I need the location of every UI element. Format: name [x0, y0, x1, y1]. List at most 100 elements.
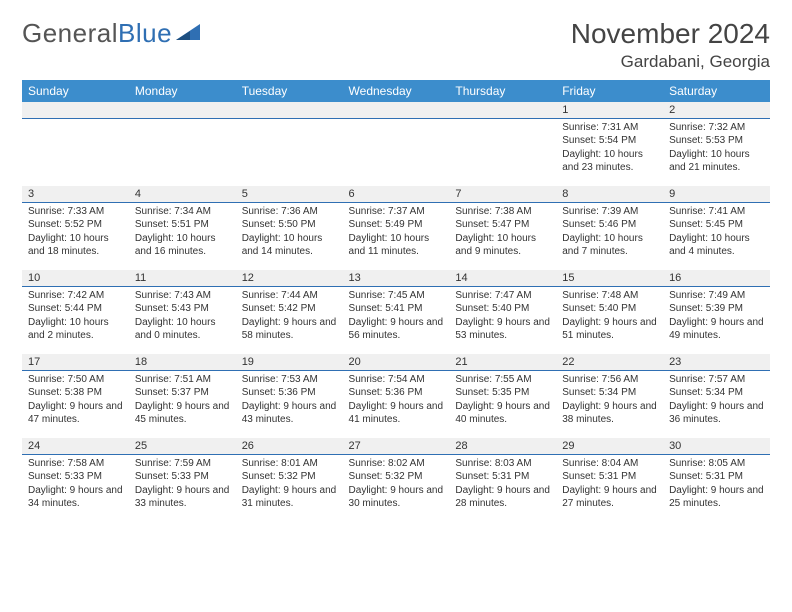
sunset-text: Sunset: 5:36 PM — [349, 386, 444, 400]
sunset-text: Sunset: 5:33 PM — [135, 470, 230, 484]
day-number — [236, 102, 343, 118]
day-cell: Sunrise: 7:56 AMSunset: 5:34 PMDaylight:… — [556, 370, 663, 438]
sunset-text: Sunset: 5:31 PM — [455, 470, 550, 484]
day-number — [343, 102, 450, 118]
location: Gardabani, Georgia — [571, 52, 770, 72]
sunset-text: Sunset: 5:46 PM — [562, 218, 657, 232]
day-number: 24 — [22, 438, 129, 454]
sunset-text: Sunset: 5:42 PM — [242, 302, 337, 316]
day-number: 21 — [449, 354, 556, 370]
sunset-text: Sunset: 5:49 PM — [349, 218, 444, 232]
daylight-text: Daylight: 9 hours and 33 minutes. — [135, 484, 230, 511]
sunset-text: Sunset: 5:31 PM — [562, 470, 657, 484]
sunrise-text: Sunrise: 7:59 AM — [135, 457, 230, 471]
day-number: 30 — [663, 438, 770, 454]
daylight-text: Daylight: 9 hours and 56 minutes. — [349, 316, 444, 343]
sunrise-text: Sunrise: 7:57 AM — [669, 373, 764, 387]
sunset-text: Sunset: 5:35 PM — [455, 386, 550, 400]
sunrise-text: Sunrise: 8:05 AM — [669, 457, 764, 471]
sunrise-text: Sunrise: 7:50 AM — [28, 373, 123, 387]
sunrise-text: Sunrise: 7:36 AM — [242, 205, 337, 219]
day-cell: Sunrise: 7:32 AMSunset: 5:53 PMDaylight:… — [663, 118, 770, 186]
sunset-text: Sunset: 5:40 PM — [562, 302, 657, 316]
day-number: 23 — [663, 354, 770, 370]
sunset-text: Sunset: 5:45 PM — [669, 218, 764, 232]
day-number: 1 — [556, 102, 663, 118]
day-cell: Sunrise: 7:48 AMSunset: 5:40 PMDaylight:… — [556, 286, 663, 354]
sunrise-text: Sunrise: 7:44 AM — [242, 289, 337, 303]
sunrise-text: Sunrise: 8:03 AM — [455, 457, 550, 471]
sunset-text: Sunset: 5:32 PM — [242, 470, 337, 484]
daylight-text: Daylight: 9 hours and 47 minutes. — [28, 400, 123, 427]
day-cell: Sunrise: 8:03 AMSunset: 5:31 PMDaylight:… — [449, 454, 556, 522]
day-number: 27 — [343, 438, 450, 454]
day-cell: Sunrise: 7:49 AMSunset: 5:39 PMDaylight:… — [663, 286, 770, 354]
sunrise-text: Sunrise: 7:41 AM — [669, 205, 764, 219]
sunset-text: Sunset: 5:51 PM — [135, 218, 230, 232]
day-number: 4 — [129, 186, 236, 202]
sunset-text: Sunset: 5:37 PM — [135, 386, 230, 400]
day-number: 11 — [129, 270, 236, 286]
content-row: Sunrise: 7:33 AMSunset: 5:52 PMDaylight:… — [22, 202, 770, 270]
daylight-text: Daylight: 9 hours and 51 minutes. — [562, 316, 657, 343]
sunset-text: Sunset: 5:38 PM — [28, 386, 123, 400]
day-cell: Sunrise: 7:37 AMSunset: 5:49 PMDaylight:… — [343, 202, 450, 270]
daylight-text: Daylight: 9 hours and 25 minutes. — [669, 484, 764, 511]
sunrise-text: Sunrise: 8:01 AM — [242, 457, 337, 471]
day-cell — [236, 118, 343, 186]
sunrise-text: Sunrise: 7:47 AM — [455, 289, 550, 303]
sunrise-text: Sunrise: 7:53 AM — [242, 373, 337, 387]
sunrise-text: Sunrise: 7:37 AM — [349, 205, 444, 219]
sunrise-text: Sunrise: 7:33 AM — [28, 205, 123, 219]
daylight-text: Daylight: 10 hours and 7 minutes. — [562, 232, 657, 259]
sunrise-text: Sunrise: 8:02 AM — [349, 457, 444, 471]
daylight-text: Daylight: 10 hours and 18 minutes. — [28, 232, 123, 259]
sunrise-text: Sunrise: 7:54 AM — [349, 373, 444, 387]
day-cell: Sunrise: 8:01 AMSunset: 5:32 PMDaylight:… — [236, 454, 343, 522]
daylight-text: Daylight: 10 hours and 14 minutes. — [242, 232, 337, 259]
day-header: Saturday — [663, 80, 770, 102]
sunset-text: Sunset: 5:31 PM — [669, 470, 764, 484]
sunrise-text: Sunrise: 7:49 AM — [669, 289, 764, 303]
day-number: 19 — [236, 354, 343, 370]
daylight-text: Daylight: 10 hours and 16 minutes. — [135, 232, 230, 259]
calendar-table: Sunday Monday Tuesday Wednesday Thursday… — [22, 80, 770, 522]
sunrise-text: Sunrise: 7:56 AM — [562, 373, 657, 387]
day-number: 13 — [343, 270, 450, 286]
day-number: 3 — [22, 186, 129, 202]
day-cell: Sunrise: 7:54 AMSunset: 5:36 PMDaylight:… — [343, 370, 450, 438]
day-cell — [343, 118, 450, 186]
sunset-text: Sunset: 5:53 PM — [669, 134, 764, 148]
day-number: 9 — [663, 186, 770, 202]
daylight-text: Daylight: 10 hours and 4 minutes. — [669, 232, 764, 259]
sunset-text: Sunset: 5:52 PM — [28, 218, 123, 232]
content-row: Sunrise: 7:58 AMSunset: 5:33 PMDaylight:… — [22, 454, 770, 522]
daylight-text: Daylight: 10 hours and 9 minutes. — [455, 232, 550, 259]
day-cell: Sunrise: 7:44 AMSunset: 5:42 PMDaylight:… — [236, 286, 343, 354]
daylight-text: Daylight: 9 hours and 41 minutes. — [349, 400, 444, 427]
day-cell — [129, 118, 236, 186]
day-number: 16 — [663, 270, 770, 286]
sunset-text: Sunset: 5:39 PM — [669, 302, 764, 316]
day-cell: Sunrise: 8:05 AMSunset: 5:31 PMDaylight:… — [663, 454, 770, 522]
sunset-text: Sunset: 5:41 PM — [349, 302, 444, 316]
daynum-row: 24252627282930 — [22, 438, 770, 454]
daylight-text: Daylight: 9 hours and 30 minutes. — [349, 484, 444, 511]
daylight-text: Daylight: 9 hours and 38 minutes. — [562, 400, 657, 427]
day-cell: Sunrise: 7:57 AMSunset: 5:34 PMDaylight:… — [663, 370, 770, 438]
sunrise-text: Sunrise: 7:32 AM — [669, 121, 764, 135]
day-number: 25 — [129, 438, 236, 454]
day-number: 12 — [236, 270, 343, 286]
day-cell: Sunrise: 7:31 AMSunset: 5:54 PMDaylight:… — [556, 118, 663, 186]
daylight-text: Daylight: 9 hours and 27 minutes. — [562, 484, 657, 511]
day-header: Monday — [129, 80, 236, 102]
title-block: November 2024 Gardabani, Georgia — [571, 18, 770, 72]
sunrise-text: Sunrise: 8:04 AM — [562, 457, 657, 471]
daynum-row: 3456789 — [22, 186, 770, 202]
daylight-text: Daylight: 9 hours and 34 minutes. — [28, 484, 123, 511]
day-number: 26 — [236, 438, 343, 454]
day-number: 28 — [449, 438, 556, 454]
sunrise-text: Sunrise: 7:39 AM — [562, 205, 657, 219]
sunrise-text: Sunrise: 7:58 AM — [28, 457, 123, 471]
daylight-text: Daylight: 9 hours and 28 minutes. — [455, 484, 550, 511]
